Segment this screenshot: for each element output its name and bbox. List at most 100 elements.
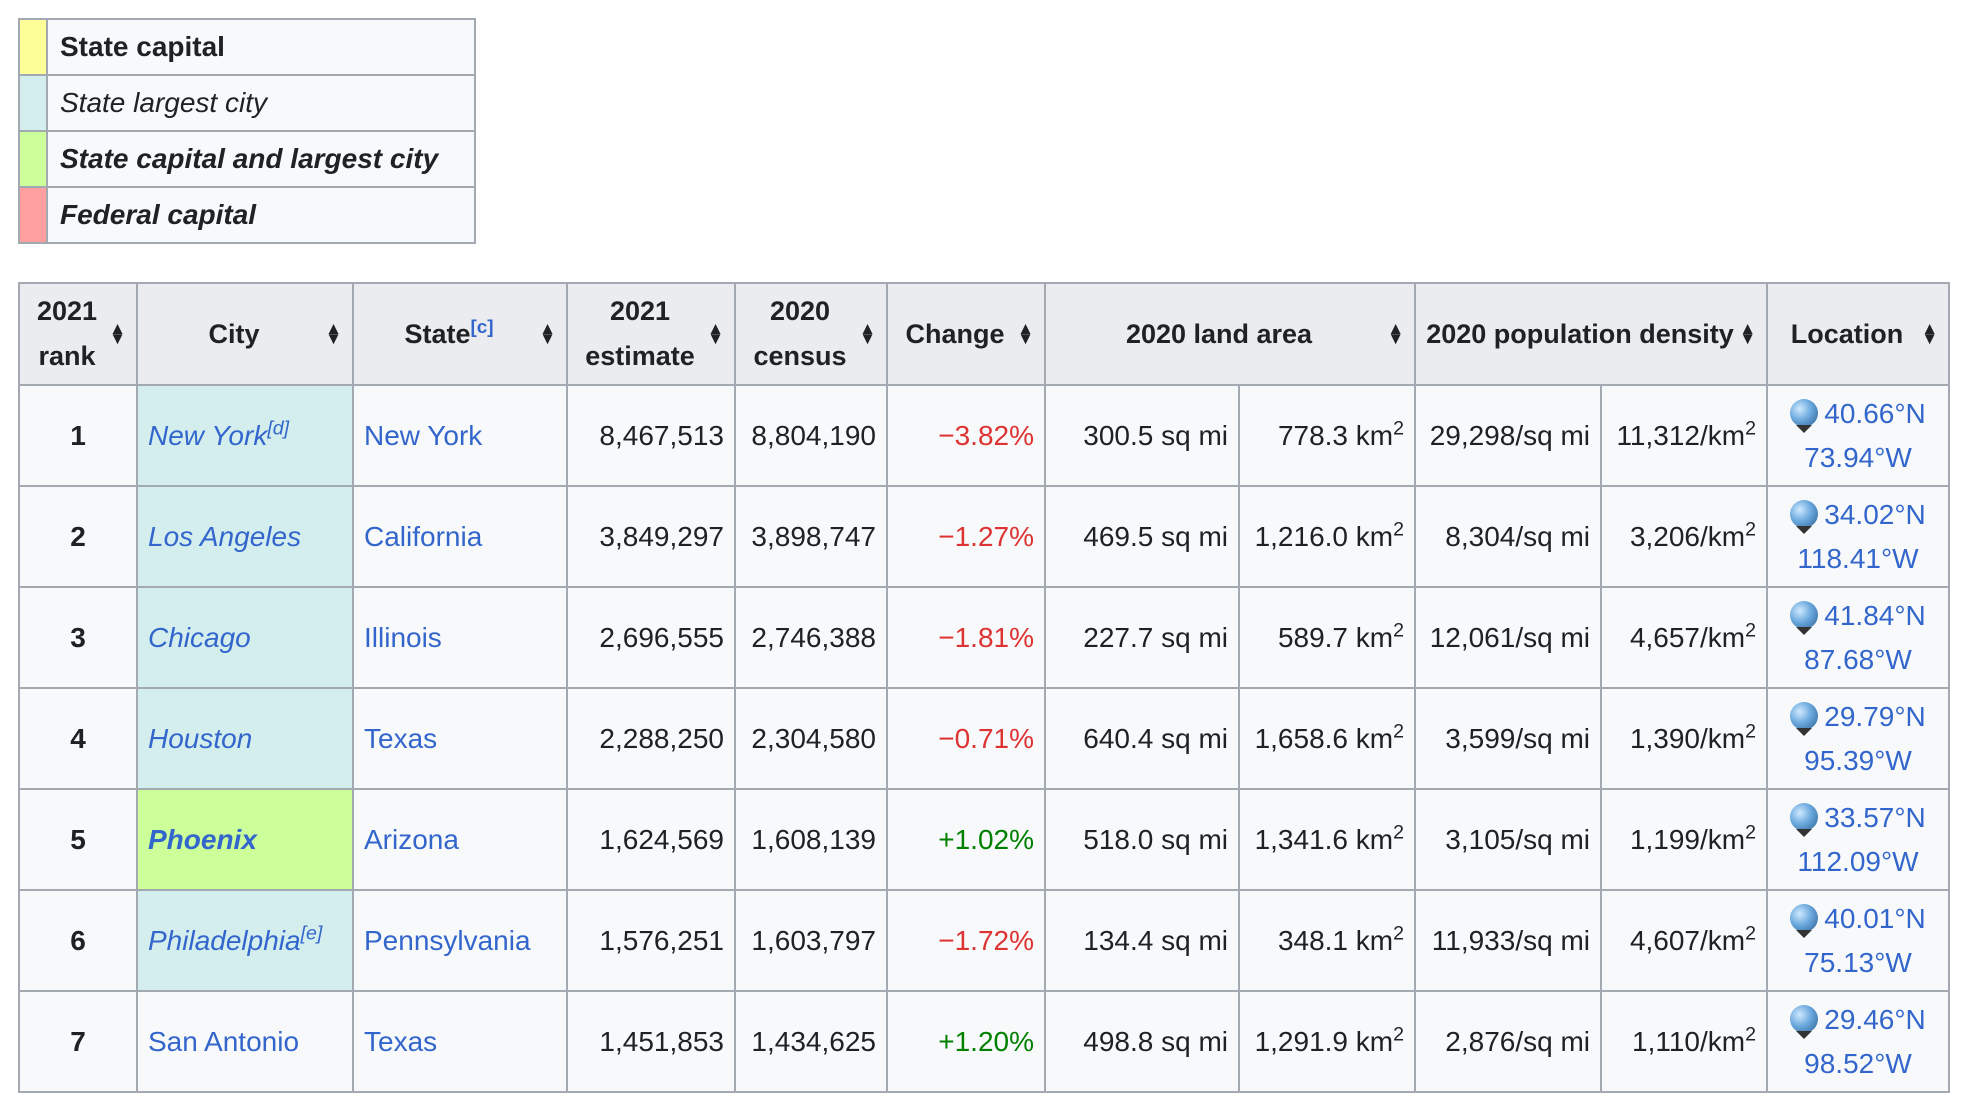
latitude-link[interactable]: 40.01°N [1824,902,1926,934]
area-km-value: 348.1 km [1277,924,1394,956]
state-cell: Pennsylvania [352,889,568,992]
estimate-cell: 1,451,853 [566,990,736,1093]
state-footnote-link[interactable]: [c] [470,316,494,338]
area-sqmi-cell: 227.7 sq mi [1044,586,1240,689]
sort-arrows-icon[interactable]: ▲ ▼ [859,319,876,348]
city-link[interactable]: Philadelphia [148,924,301,956]
census-cell: 1,608,139 [734,788,888,891]
estimate-cell: 1,624,569 [566,788,736,891]
area-km-value: 1,341.6 km [1254,823,1394,855]
globe-icon[interactable] [1790,399,1819,434]
density-sqmi-cell: 2,876/sq mi [1414,990,1603,1093]
change-cell: −0.71% [886,687,1046,790]
location-cell: 40.01°N 75.13°W [1766,889,1951,992]
longitude-link[interactable]: 73.94°W [1804,441,1912,473]
state-link[interactable]: Texas [364,1025,438,1057]
latitude-link[interactable]: 41.84°N [1824,599,1926,631]
header-census-label: 2020 census [753,296,847,371]
header-rank[interactable]: 2021 rank ▲ ▼ [18,282,138,386]
area-km-cell: 589.7 km2 [1237,586,1417,689]
latitude-link[interactable]: 29.46°N [1824,1003,1926,1035]
table-row: 4 Houston Texas 2,288,250 2,304,580 −0.71% 640… [18,687,1951,790]
legend-row: State largest city [18,74,476,132]
state-link[interactable]: Texas [364,722,438,754]
city-link[interactable]: Phoenix [148,823,257,855]
longitude-link[interactable]: 118.41°W [1797,542,1919,574]
density-km-value: 11,312/km [1616,419,1746,451]
header-land-area[interactable]: 2020 land area ▲ ▼ [1043,282,1417,386]
location-cell: 29.79°N 95.39°W [1766,687,1951,790]
state-link[interactable]: Arizona [364,823,459,855]
city-link[interactable]: Chicago [148,621,251,653]
globe-icon[interactable] [1790,803,1819,838]
location-cell: 33.57°N 112.09°W [1766,788,1951,891]
area-km-value: 1,291.9 km [1254,1025,1394,1057]
header-change[interactable]: Change ▲ ▼ [886,282,1046,386]
header-row: 2021 rank ▲ ▼ City ▲ ▼ State[c] ▲ ▼ 2021 es… [18,282,1951,386]
header-estimate[interactable]: 2021 estimate ▲ ▼ [566,282,736,386]
latitude-link[interactable]: 29.79°N [1824,700,1926,732]
longitude-link[interactable]: 98.52°W [1804,1047,1912,1079]
header-city[interactable]: City ▲ ▼ [136,282,354,386]
state-cell: Texas [352,990,568,1093]
area-km-cell: 1,216.0 km2 [1237,485,1417,588]
area-km-cell: 1,291.9 km2 [1237,990,1417,1093]
longitude-link[interactable]: 95.39°W [1804,744,1912,776]
density-km-value: 1,110/km [1632,1025,1746,1057]
legend-label: State capital [46,18,476,76]
globe-icon[interactable] [1790,702,1819,737]
header-census[interactable]: 2020 census ▲ ▼ [734,282,888,386]
table-row: 7 San Antonio Texas 1,451,853 1,434,625 +1.20… [18,990,1951,1093]
state-link[interactable]: New York [364,419,483,451]
state-link[interactable]: California [364,520,483,552]
sort-arrows-icon[interactable]: ▲ ▼ [325,319,342,348]
header-state[interactable]: State[c] ▲ ▼ [352,282,568,386]
globe-icon[interactable] [1790,904,1819,939]
city-footnote-link[interactable]: [e] [300,922,323,945]
state-link[interactable]: Pennsylvania [364,924,531,956]
rank-cell: 4 [18,687,138,790]
estimate-cell: 8,467,513 [566,384,736,487]
city-link[interactable]: Houston [148,722,253,754]
header-rank-label: 2021 rank [36,296,98,371]
density-km-cell: 1,199/km2 [1600,788,1769,891]
city-footnote-link[interactable]: [d] [267,417,290,440]
state-link[interactable]: Illinois [364,621,442,653]
sort-arrows-icon[interactable]: ▲ ▼ [1387,319,1405,348]
estimate-cell: 2,696,555 [566,586,736,689]
longitude-link[interactable]: 75.13°W [1804,946,1912,978]
location-cell: 41.84°N 87.68°W [1766,586,1951,689]
sort-arrows-icon[interactable]: ▲ ▼ [109,319,126,348]
legend-row: Federal capital [18,186,476,244]
header-density[interactable]: 2020 population density ▲ ▼ [1414,282,1769,386]
area-km-value: 589.7 km [1277,621,1394,653]
density-sqmi-cell: 11,933/sq mi [1414,889,1603,992]
globe-icon[interactable] [1790,601,1819,636]
density-km-value: 3,206/km [1629,520,1746,552]
sort-arrows-icon[interactable]: ▲ ▼ [1739,319,1757,348]
sort-arrows-icon[interactable]: ▲ ▼ [539,319,556,348]
sort-arrows-icon[interactable]: ▲ ▼ [707,319,724,348]
city-cell: Chicago [136,586,354,689]
density-km-cell: 4,657/km2 [1600,586,1769,689]
change-cell: −3.82% [886,384,1046,487]
city-link[interactable]: San Antonio [148,1025,300,1057]
longitude-link[interactable]: 112.09°W [1797,845,1919,877]
city-link[interactable]: New York [148,419,268,451]
latitude-link[interactable]: 34.02°N [1824,498,1926,530]
header-location[interactable]: Location ▲ ▼ [1766,282,1951,386]
latitude-link[interactable]: 33.57°N [1824,801,1926,833]
latitude-link[interactable]: 40.66°N [1824,397,1926,429]
city-link[interactable]: Los Angeles [148,520,302,552]
estimate-cell: 1,576,251 [566,889,736,992]
city-cell: Philadelphia[e] [136,889,354,992]
sort-arrows-icon[interactable]: ▲ ▼ [1017,319,1034,348]
globe-icon[interactable] [1790,500,1819,535]
sort-arrows-icon[interactable]: ▲ ▼ [1921,319,1939,348]
longitude-link[interactable]: 87.68°W [1804,643,1912,675]
city-cell: Houston [136,687,354,790]
density-km-value: 1,390/km [1629,722,1746,754]
rank-cell: 7 [18,990,138,1093]
legend-label: Federal capital [46,186,476,244]
globe-icon[interactable] [1790,1005,1819,1040]
